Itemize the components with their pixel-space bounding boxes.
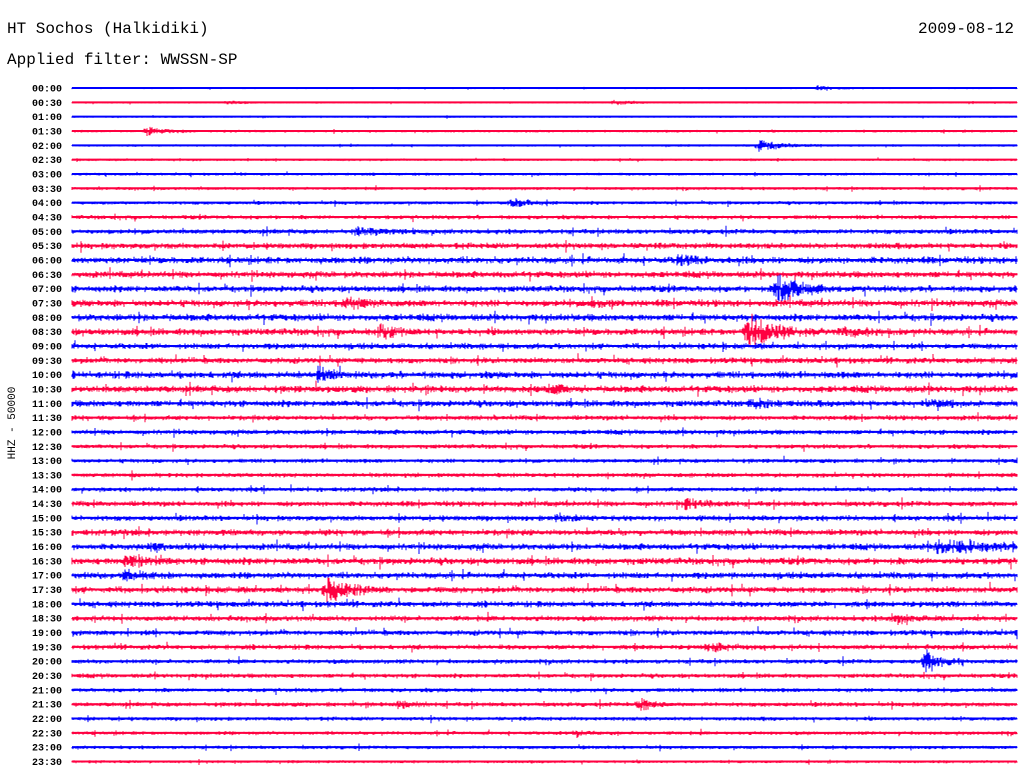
time-label: 08:00 — [32, 314, 62, 325]
time-label: 20:30 — [32, 672, 62, 683]
time-label: 07:00 — [32, 285, 62, 296]
time-label: 00:30 — [32, 99, 62, 110]
time-label: 00:00 — [32, 85, 62, 96]
time-label: 17:00 — [32, 572, 62, 583]
time-label: 02:30 — [32, 156, 62, 167]
time-label: 05:30 — [32, 242, 62, 253]
time-label: 01:00 — [32, 113, 62, 124]
trace-1100 — [71, 397, 1018, 412]
time-label: 16:30 — [32, 557, 62, 568]
time-label: 18:30 — [32, 615, 62, 626]
time-label: 14:30 — [32, 500, 62, 511]
date-label: 2009-08-12 — [917, 20, 1014, 38]
filter-label: Applied filter: WWSSN-SP — [7, 51, 238, 69]
time-label: 06:00 — [32, 256, 62, 267]
time-label: 09:30 — [32, 357, 62, 368]
time-label: 05:00 — [32, 228, 62, 239]
time-label: 10:00 — [32, 371, 62, 382]
time-label: 12:00 — [32, 428, 62, 439]
time-label: 21:00 — [32, 686, 62, 697]
time-label: 10:30 — [32, 385, 62, 396]
time-label: 16:00 — [32, 543, 62, 554]
time-label: 18:00 — [32, 600, 62, 611]
time-label: 04:00 — [32, 199, 62, 210]
time-label: 08:30 — [32, 328, 62, 339]
time-label: 04:30 — [32, 213, 62, 224]
time-label: 15:00 — [32, 514, 62, 525]
time-label: 19:00 — [32, 629, 62, 640]
trace-0800 — [71, 310, 1018, 326]
time-label: 17:30 — [32, 586, 62, 597]
time-label: 03:30 — [32, 185, 62, 196]
time-label: 12:30 — [32, 443, 62, 454]
time-label: 11:30 — [32, 414, 62, 425]
time-label: 23:00 — [32, 744, 62, 755]
time-label: 02:00 — [32, 142, 62, 153]
time-label: 01:30 — [32, 127, 62, 138]
time-label: 11:00 — [32, 400, 62, 411]
time-label: 07:30 — [32, 299, 62, 310]
time-label: 20:00 — [32, 658, 62, 669]
time-label: 14:00 — [32, 486, 62, 497]
time-label: 13:30 — [32, 471, 62, 482]
time-label: 21:30 — [32, 701, 62, 712]
time-label: 19:30 — [32, 643, 62, 654]
time-label: 23:30 — [32, 758, 62, 769]
time-label: 06:30 — [32, 271, 62, 282]
time-label: 22:30 — [32, 729, 62, 740]
time-label: 22:00 — [32, 715, 62, 726]
station-title: HT Sochos (Halkidiki) — [7, 20, 209, 38]
time-label: 09:00 — [32, 342, 62, 353]
trace-2100 — [71, 687, 1018, 695]
time-label: 03:00 — [32, 170, 62, 181]
time-label: 13:00 — [32, 457, 62, 468]
time-label: 15:30 — [32, 529, 62, 540]
